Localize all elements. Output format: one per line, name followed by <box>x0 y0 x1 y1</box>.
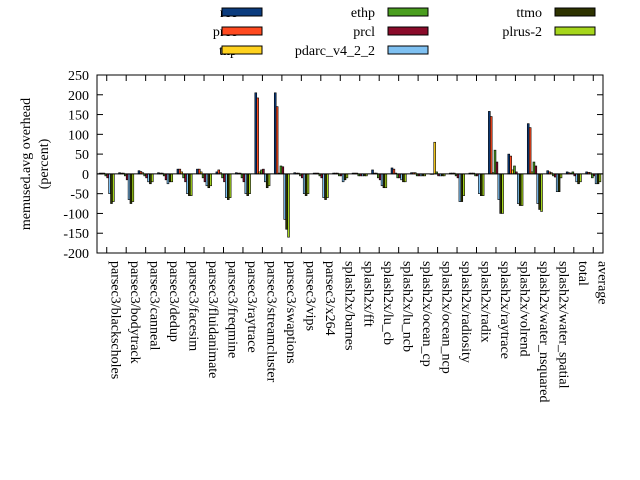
y-axis: -200 -150 -100 -50 0 50 100 150 200 250 <box>63 69 603 262</box>
legend-swatch <box>387 45 429 55</box>
x-tick-label: parsec3/raytrace <box>244 261 259 353</box>
x-tick-label: parsec3/bodytrack <box>127 261 142 364</box>
legend-swatch <box>221 26 263 36</box>
bar-plrus-2-parsec3/streamcluster <box>267 173 271 187</box>
legend-entry-ethp: ethp <box>351 6 429 21</box>
y-axis-label: memused.avg overhead (percent) <box>19 98 52 230</box>
bar-plrus-2-splash2x/raytrace <box>501 173 504 214</box>
bar-plrus-2-total <box>579 173 582 183</box>
x-tick-label: splash2x/lu_ncb <box>400 261 415 352</box>
bar-series <box>98 92 602 238</box>
x-tick-label: parsec3/swaptions <box>283 261 298 364</box>
bar-plrus-2-splash2x/water_spatial <box>559 173 563 179</box>
y-tick-label: 200 <box>68 89 89 104</box>
y-tick-label: 100 <box>68 128 89 143</box>
y-tick-label: -100 <box>63 207 89 222</box>
legend: rec prec thp ethp prcl pdarc_v4_2_2 ttmo plrus-… <box>213 6 596 59</box>
x-tick-label: average <box>594 261 609 305</box>
bar-plrus-2-parsec3/freqmine <box>228 173 232 198</box>
legend-entry-thp: thp <box>219 44 263 59</box>
x-tick-label: parsec3/dedup <box>166 261 181 342</box>
x-tick-label: parsec3/streamcluster <box>263 261 278 383</box>
legend-label: plrus-2 <box>502 25 542 40</box>
bar-plrus-2-parsec3/dedup <box>170 173 174 183</box>
x-tick-label: splash2x/radix <box>478 261 493 343</box>
x-tick-label: splash2x/fft <box>361 261 376 327</box>
bar-plrus-2-splash2x/radiosity <box>462 173 465 196</box>
bar-plrus-2-splash2x/radix <box>481 173 485 196</box>
x-tick-label: splash2x/raytrace <box>497 261 512 359</box>
bar-plrus-2-parsec3/blackscholes <box>112 173 115 202</box>
legend-entry-pdarc_v4_2_2: pdarc_v4_2_2 <box>295 44 429 59</box>
y-axis-title-line: memused.avg overhead <box>19 98 34 230</box>
legend-label: ethp <box>351 6 375 21</box>
x-tick-label: parsec3/fluidanimate <box>205 261 220 378</box>
legend-label: ttmo <box>516 6 542 21</box>
bar-prcl-parsec3/swaptions <box>281 166 285 175</box>
bar-plrus-2-parsec3/bodytrack <box>131 173 135 202</box>
y-tick-label: 250 <box>68 69 89 84</box>
x-axis: parsec3/blackscholes parsec3/bodytrack par… <box>106 75 609 403</box>
x-tick-label: parsec3/vips <box>302 261 317 331</box>
legend-entry-plrus-2: plrus-2 <box>502 25 596 40</box>
legend-entry-rec: rec <box>220 6 263 21</box>
x-tick-label: splash2x/water_spatial <box>555 261 570 389</box>
legend-swatch <box>387 26 429 36</box>
bar-plrus-2-parsec3/fluidanimate <box>209 173 212 187</box>
x-tick-label: parsec3/facesim <box>186 261 201 351</box>
x-tick-label: splash2x/radiosity <box>458 261 473 363</box>
y-axis-title-line: (percent) <box>37 138 52 189</box>
y-tick-label: 150 <box>68 109 89 124</box>
legend-entry-ttmo: ttmo <box>516 6 596 21</box>
legend-label: prcl <box>353 25 375 40</box>
bar-prcl-splash2x/water_nsquared <box>534 165 538 175</box>
x-tick-label: splash2x/ocean_cp <box>419 261 434 367</box>
bar-prec-splash2x/raytrace <box>489 116 493 175</box>
x-tick-label: parsec3/x264 <box>322 261 337 336</box>
legend-entry-prcl: prcl <box>353 25 429 40</box>
legend-swatch <box>221 7 263 17</box>
y-tick-label: -150 <box>63 227 89 242</box>
x-tick-label: splash2x/water_nsquared <box>536 261 551 403</box>
legend-entry-prec: prec <box>213 25 263 40</box>
bar-prec-parsec3/swaptions <box>275 106 279 175</box>
x-tick-label: parsec3/canneal <box>147 261 162 350</box>
bar-plrus-2-parsec3/swaptions <box>287 173 290 238</box>
y-tick-label: -200 <box>63 247 89 262</box>
bar-plrus-2-parsec3/facesim <box>189 173 193 196</box>
bar-plrus-2-parsec3/vips <box>306 173 310 194</box>
bar-plrus-2-splash2x/volrend <box>520 173 524 206</box>
legend-label: pdarc_v4_2_2 <box>295 44 375 59</box>
bar-prec-parsec3/streamcluster <box>256 97 259 175</box>
bar-plrus-2-splash2x/lu_ncb <box>404 173 407 183</box>
x-tick-label: parsec3/freqmine <box>225 261 240 358</box>
x-tick-label: total <box>575 261 590 286</box>
bar-thp-splash2x/ocean_ncp <box>433 141 436 175</box>
x-tick-label: parsec3/blackscholes <box>108 261 123 379</box>
legend-swatch <box>554 7 596 17</box>
legend-swatch <box>554 26 596 36</box>
bar-plrus-2-splash2x/barnes <box>345 173 349 179</box>
bar-plrus-2-splash2x/lu_cb <box>384 173 388 189</box>
bar-prcl-splash2x/raytrace <box>495 161 499 175</box>
y-tick-label: -50 <box>70 188 89 203</box>
bar-plrus-2-average <box>598 173 602 183</box>
x-tick-label: splash2x/volrend <box>516 261 531 357</box>
bar-prec-splash2x/water_nsquared <box>528 127 532 175</box>
legend-swatch <box>387 7 429 17</box>
bar-plrus-2-parsec3/canneal <box>151 173 154 183</box>
bar-plrus-2-parsec3/raytrace <box>248 173 251 194</box>
plot-frame <box>96 74 604 254</box>
x-tick-label: splash2x/lu_cb <box>380 261 395 345</box>
bar-prcl-parsec3/streamcluster <box>262 168 265 175</box>
legend-swatch <box>221 45 263 55</box>
bar-plrus-2-splash2x/water_nsquared <box>540 173 543 212</box>
bar-plrus-2-parsec3/x264 <box>326 173 329 198</box>
x-tick-label: splash2x/barnes <box>341 261 356 350</box>
x-tick-label: splash2x/ocean_ncp <box>439 261 454 374</box>
y-tick-label: 0 <box>82 168 89 183</box>
y-tick-label: 50 <box>75 148 89 163</box>
